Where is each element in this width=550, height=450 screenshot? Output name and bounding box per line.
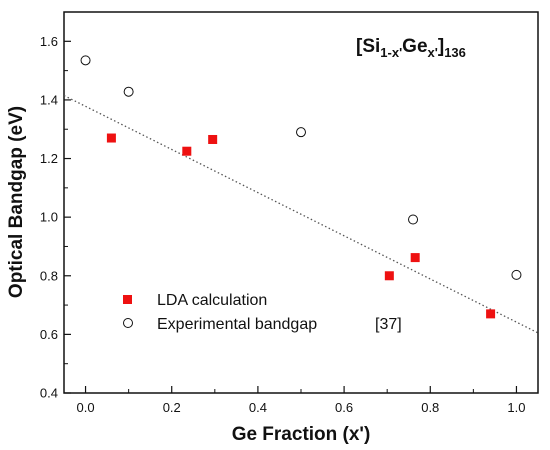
legend: LDA calculation Experimental bandgap [37…	[123, 292, 402, 333]
chart-title: [Si1-x'Gex']136	[356, 36, 466, 60]
y-tick-label: 1.2	[40, 151, 58, 166]
x-tick-label: 0.2	[163, 400, 181, 415]
x-tick-label: 0.6	[335, 400, 353, 415]
x-tick-label: 0.4	[249, 400, 267, 415]
x-tick-label: 0.8	[421, 400, 439, 415]
axis-ticks: 0.0 0.2 0.4 0.6 0.8 1.0 0.4 0.6 0.8 1.0 1.2 1.4 1.6	[40, 34, 526, 415]
x-tick-label: 0.0	[77, 400, 95, 415]
y-tick-label: 0.8	[40, 268, 58, 283]
experimental-point	[511, 269, 522, 280]
experimental-point	[296, 127, 306, 138]
experimental-point	[408, 214, 419, 225]
y-tick-label: 1.6	[40, 34, 58, 49]
fit-line-group	[63, 94, 539, 334]
title-sub-3: 136	[444, 45, 466, 60]
lda-point	[384, 271, 394, 281]
data-points	[80, 55, 522, 319]
lda-point	[410, 253, 420, 263]
title-prefix: [Si	[356, 36, 380, 57]
experimental-point	[123, 86, 134, 97]
x-tick-label: 1.0	[507, 400, 525, 415]
y-tick-label: 1.0	[40, 210, 58, 225]
experimental-point	[80, 55, 91, 66]
legend-label-experimental: Experimental bandgap	[157, 316, 317, 333]
x-axis-title: Ge Fraction (x')	[232, 424, 371, 445]
title-sub-1: 1-x'	[380, 45, 402, 60]
legend-marker-experimental	[123, 318, 133, 328]
plot-frame	[63, 11, 539, 394]
fit-line	[63, 94, 539, 334]
lda-point	[208, 134, 218, 144]
lda-point	[486, 309, 496, 319]
legend-label-lda: LDA calculation	[157, 292, 267, 309]
y-tick-label: 1.4	[40, 92, 58, 107]
title-mid: Ge	[402, 36, 427, 57]
legend-marker-lda	[123, 295, 132, 304]
title-sub-2: x'	[428, 45, 438, 60]
y-tick-label: 0.4	[40, 386, 58, 401]
y-axis-title: Optical Bandgap (eV)	[6, 106, 27, 298]
legend-reference: [37]	[375, 316, 402, 333]
lda-point	[106, 133, 116, 143]
y-tick-label: 0.6	[40, 327, 58, 342]
lda-point	[182, 146, 192, 156]
title-close: ]	[438, 36, 444, 57]
